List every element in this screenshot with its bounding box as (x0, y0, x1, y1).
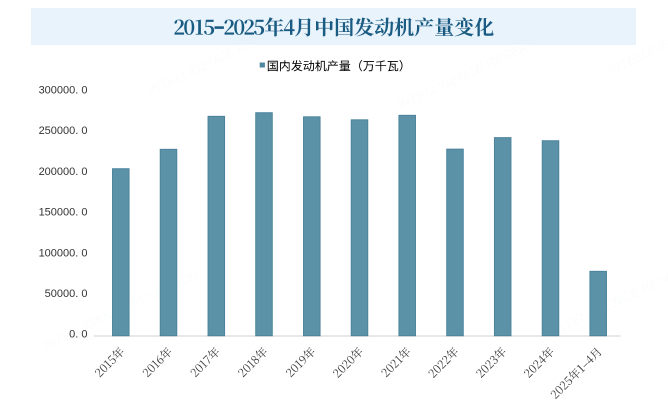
svg-text:0. 0: 0. 0 (69, 329, 87, 341)
svg-text:300000. 0: 300000. 0 (39, 85, 88, 97)
svg-text:200000. 0: 200000. 0 (39, 166, 88, 178)
svg-text:100000. 0: 100000. 0 (39, 247, 88, 259)
svg-text:50000. 0: 50000. 0 (45, 288, 88, 300)
svg-text:150000. 0: 150000. 0 (39, 207, 88, 219)
svg-text:250000. 0: 250000. 0 (39, 125, 88, 137)
